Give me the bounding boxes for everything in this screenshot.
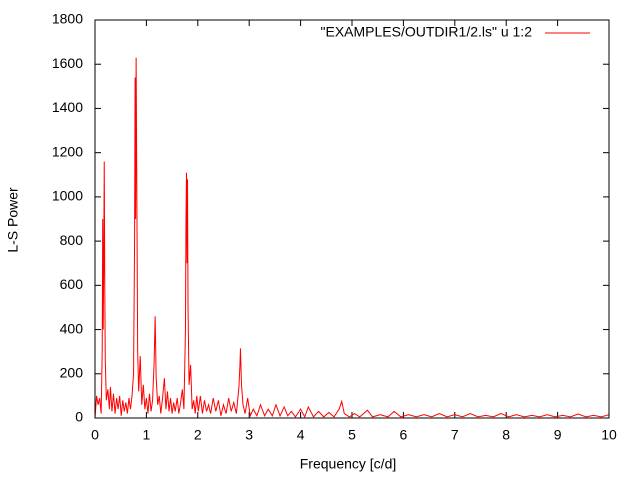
x-tick-label: 4 [297, 427, 305, 443]
x-tick-label: 5 [348, 427, 356, 443]
x-tick-label: 9 [554, 427, 562, 443]
y-tick-label: 400 [60, 320, 84, 336]
y-tick-label: 200 [60, 364, 84, 380]
x-tick-label: 2 [194, 427, 202, 443]
legend-label: "EXAMPLES/OUTDIR1/2.ls" u 1:2 [321, 24, 533, 40]
y-axis-label: L-S Power [5, 187, 21, 253]
y-tick-label: 1200 [52, 143, 83, 159]
y-tick-label: 800 [60, 232, 84, 248]
y-tick-label: 0 [75, 409, 83, 425]
x-tick-label: 6 [400, 427, 408, 443]
y-tick-label: 600 [60, 276, 84, 292]
y-tick-label: 1000 [52, 188, 83, 204]
x-tick-label: 0 [91, 427, 99, 443]
y-tick-label: 1400 [52, 99, 83, 115]
data-line [94, 57, 610, 419]
x-axis-label: Frequency [c/d] [300, 456, 397, 472]
x-tick-label: 1 [143, 427, 151, 443]
x-tick-label: 3 [245, 427, 253, 443]
y-tick-label: 1600 [52, 55, 83, 71]
x-tick-label: 10 [601, 427, 617, 443]
x-tick-label: 8 [502, 427, 510, 443]
y-tick-label: 1800 [52, 11, 83, 27]
plot-border [94, 19, 610, 419]
x-tick-label: 7 [451, 427, 459, 443]
